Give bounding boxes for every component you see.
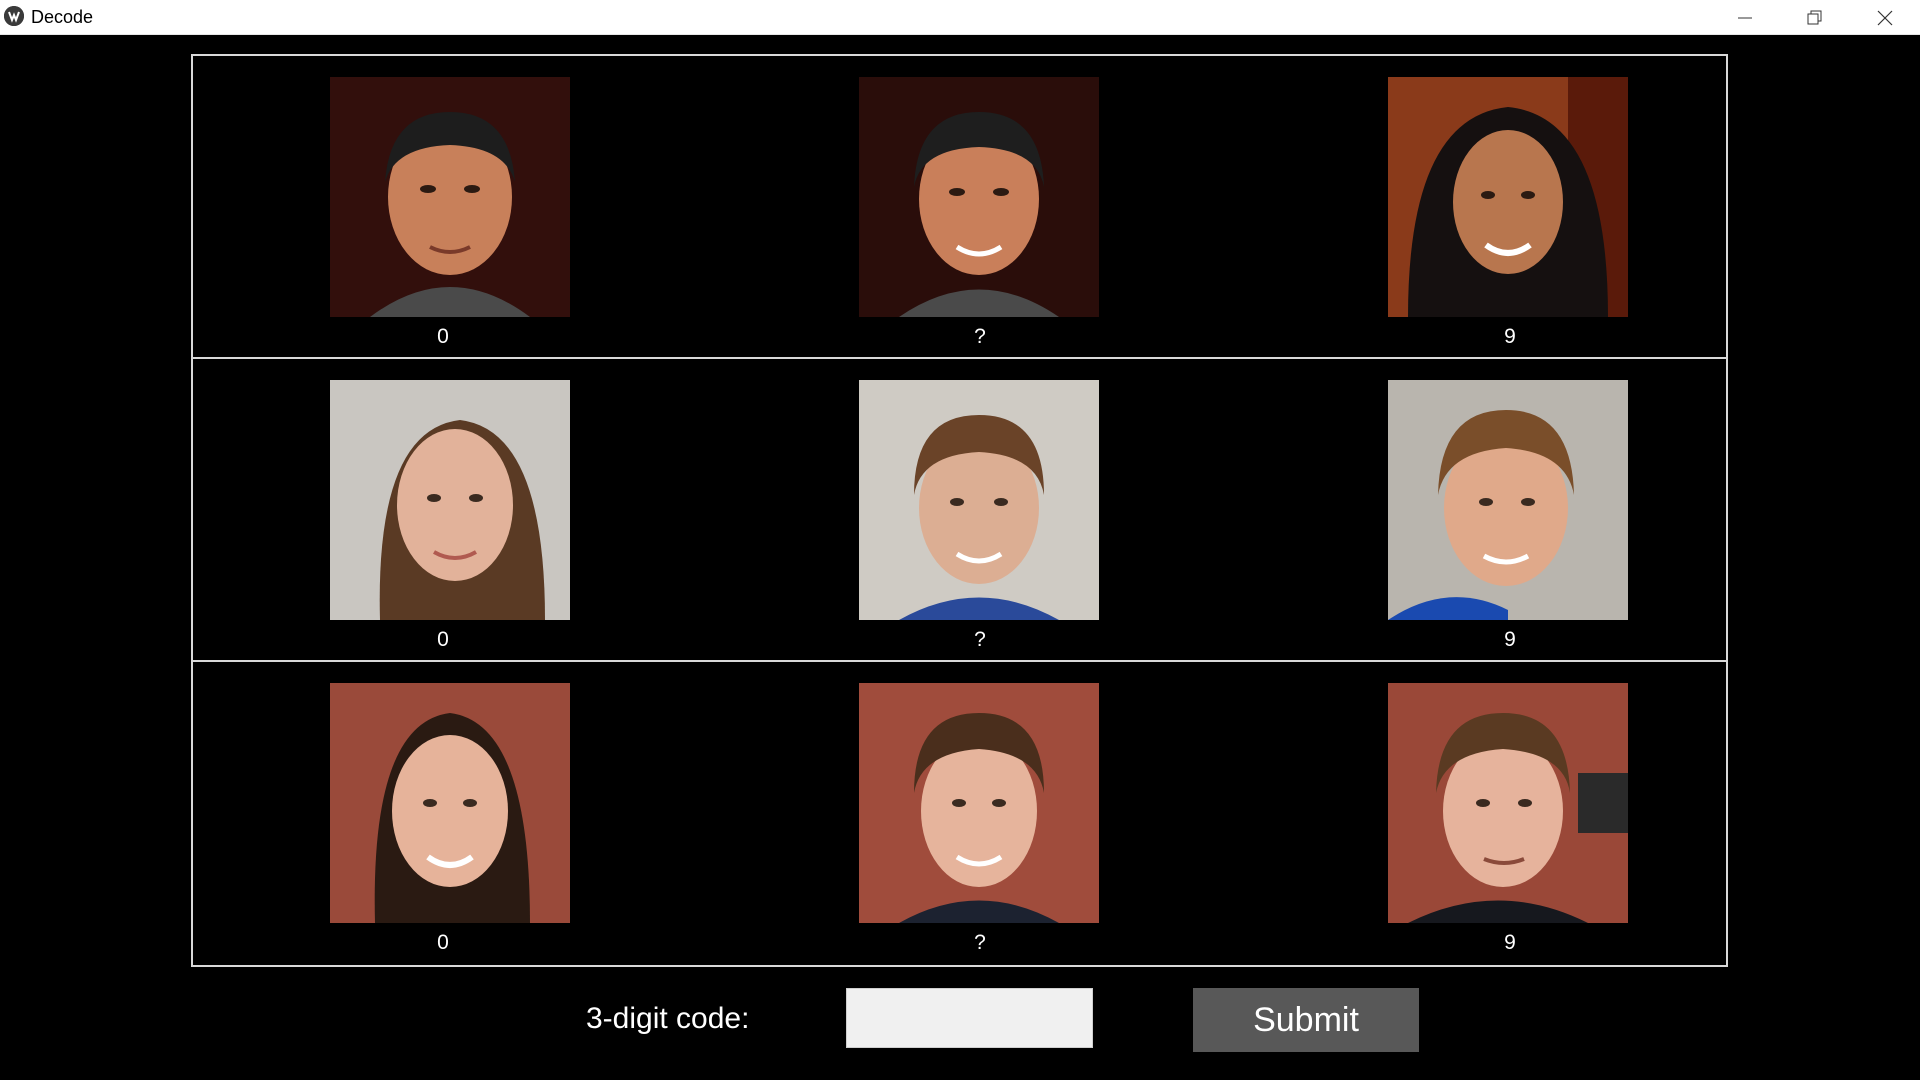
cell-digit-label: ? xyxy=(974,931,986,954)
code-label: 3-digit code: xyxy=(586,1002,750,1035)
face-grid: 0 ? xyxy=(191,54,1728,967)
close-icon xyxy=(1877,10,1893,26)
grid-cell: 0 xyxy=(193,359,704,659)
grid-cell: 9 xyxy=(1215,56,1726,356)
cell-digit-label: 9 xyxy=(1504,628,1516,651)
restore-icon xyxy=(1807,10,1822,25)
grid-cell: 9 xyxy=(1215,359,1726,659)
app-logo-icon xyxy=(4,6,24,26)
restore-button[interactable] xyxy=(1780,0,1850,35)
face-photo xyxy=(1388,380,1628,620)
code-input[interactable] xyxy=(846,988,1093,1048)
grid-cell: ? xyxy=(704,56,1215,356)
grid-cell: ? xyxy=(704,359,1215,659)
submit-button[interactable]: Submit xyxy=(1193,988,1419,1052)
grid-cell: 0 xyxy=(193,56,704,356)
window-titlebar: Decode xyxy=(0,0,1920,35)
face-photo xyxy=(330,77,570,317)
grid-row: 0 ? xyxy=(193,662,1726,965)
minimize-button[interactable] xyxy=(1710,0,1780,35)
face-photo xyxy=(1388,683,1628,923)
face-photo xyxy=(859,380,1099,620)
cell-digit-label: 0 xyxy=(437,325,449,348)
window-title: Decode xyxy=(31,7,94,27)
face-photo xyxy=(859,77,1099,317)
minimize-icon xyxy=(1738,17,1752,19)
face-photo xyxy=(330,380,570,620)
cell-digit-label: ? xyxy=(974,325,986,348)
cell-digit-label: 9 xyxy=(1504,931,1516,954)
grid-cell: 0 xyxy=(193,662,704,962)
cell-digit-label: 0 xyxy=(437,931,449,954)
grid-row: 0 ? xyxy=(193,359,1726,662)
face-photo xyxy=(1388,77,1628,317)
grid-cell: 9 xyxy=(1215,662,1726,962)
grid-row: 0 ? xyxy=(193,56,1726,359)
face-photo xyxy=(330,683,570,923)
cell-digit-label: ? xyxy=(974,628,986,651)
face-photo xyxy=(859,683,1099,923)
cell-digit-label: 9 xyxy=(1504,325,1516,348)
close-button[interactable] xyxy=(1850,0,1920,35)
cell-digit-label: 0 xyxy=(437,628,449,651)
grid-cell: ? xyxy=(704,662,1215,962)
